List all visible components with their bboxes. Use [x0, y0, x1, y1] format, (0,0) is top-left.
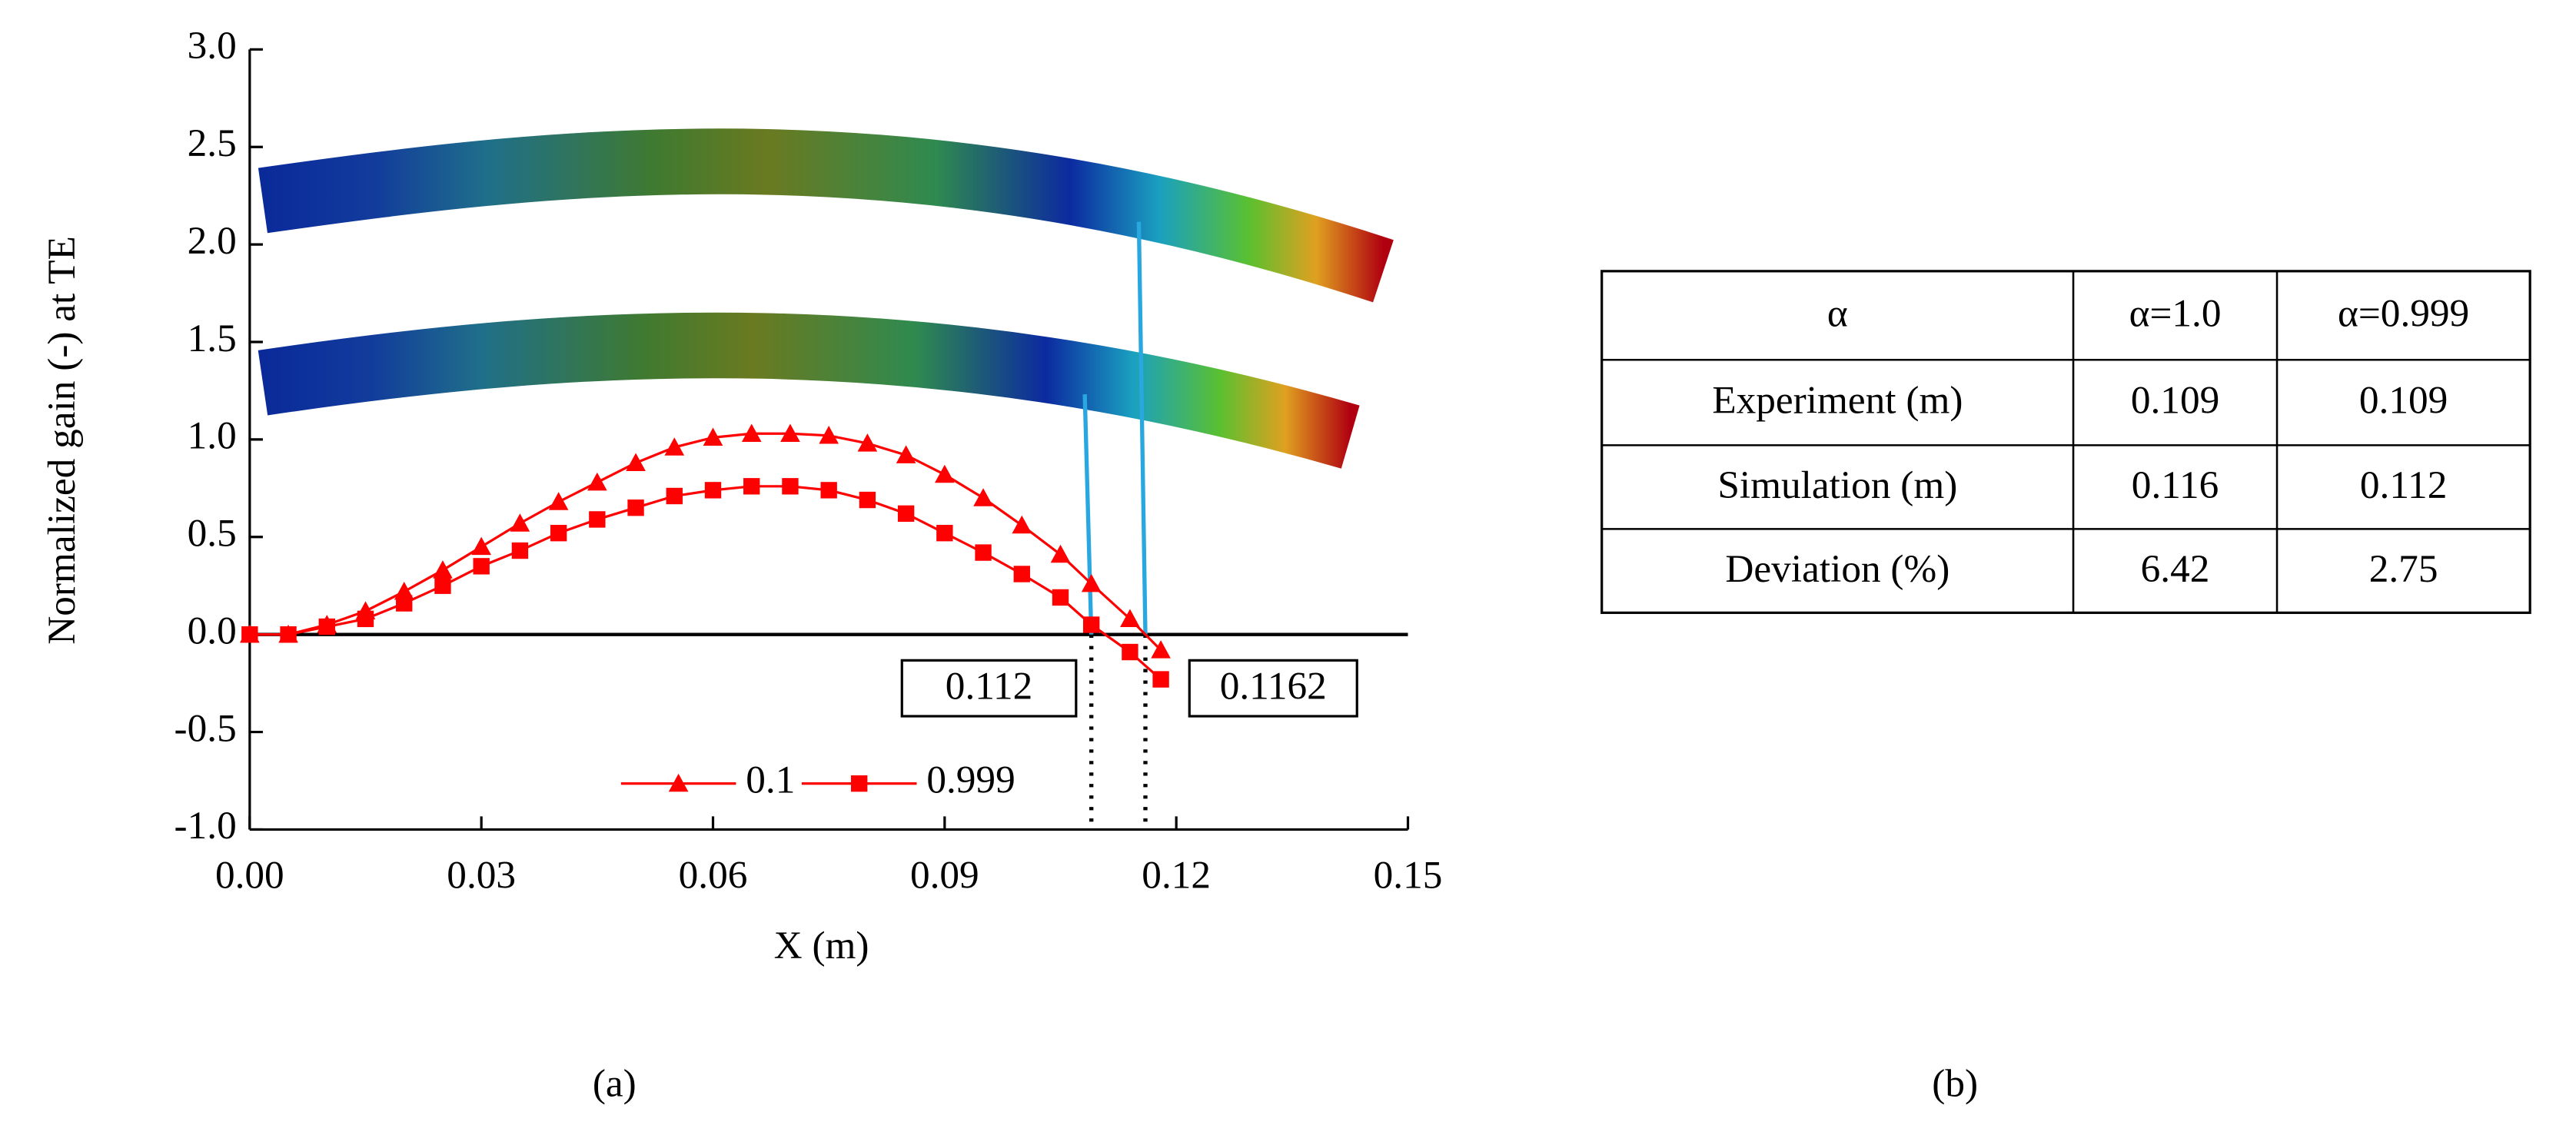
marker [820, 482, 837, 499]
marker [668, 773, 689, 792]
table-cell: Deviation (%) [1725, 547, 1949, 591]
marker [973, 488, 993, 506]
x-tick-label: 0.03 [447, 853, 516, 897]
annotation: 0.1162 [1220, 665, 1327, 709]
marker [1120, 609, 1140, 628]
y-tick-label: 0.5 [188, 512, 237, 556]
beam-connector [1136, 221, 1148, 635]
marker [1083, 616, 1100, 633]
marker [935, 464, 955, 483]
y-tick-label: -1.0 [175, 804, 237, 848]
marker [857, 433, 878, 452]
y-tick-label: 3.0 [188, 24, 237, 68]
marker [780, 423, 800, 442]
annotation-box [1188, 659, 1358, 718]
marker [1012, 515, 1032, 534]
x-tick-label: 0.12 [1142, 853, 1211, 897]
marker [471, 536, 491, 556]
annotation: 0.112 [946, 665, 1032, 709]
marker [318, 618, 335, 636]
x-tick-label: 0.06 [679, 853, 748, 897]
table-cell: 0.109 [2131, 379, 2219, 423]
series-line [249, 485, 1162, 681]
y-tick-label: 2.5 [188, 121, 237, 165]
x-tick-label: 0.00 [215, 853, 284, 897]
marker [1152, 671, 1169, 688]
marker [936, 525, 953, 542]
table-cell: 2.75 [2369, 547, 2438, 591]
marker [1013, 566, 1030, 582]
panel-label: (b) [1932, 1062, 1978, 1106]
marker [743, 478, 760, 495]
marker [703, 427, 723, 446]
marker [280, 626, 297, 643]
table-header: α=0.999 [2338, 291, 2469, 335]
x-axis-label: X (m) [774, 924, 869, 967]
marker [897, 505, 915, 523]
marker [626, 453, 646, 472]
marker [819, 425, 839, 444]
table-cell: 0.112 [2360, 463, 2447, 507]
marker [1052, 589, 1069, 606]
table-cell: 0.109 [2359, 379, 2448, 423]
marker [1081, 573, 1102, 592]
marker [1050, 544, 1071, 563]
table-header: α=1.0 [2129, 291, 2222, 335]
legend-label: 0.1 [746, 758, 795, 802]
y-tick-label: 2.0 [188, 219, 237, 263]
fe-beam [258, 128, 1394, 303]
marker [851, 775, 868, 792]
marker [434, 577, 451, 594]
x-tick-label: 0.09 [910, 853, 979, 897]
marker [859, 491, 876, 509]
fe-beam [258, 312, 1360, 469]
marker [664, 437, 685, 456]
marker [627, 499, 644, 516]
y-tick-label: 1.5 [188, 317, 237, 360]
annotation-box [900, 659, 1078, 718]
marker [241, 626, 258, 643]
marker [587, 472, 607, 491]
marker [782, 478, 799, 495]
marker [357, 610, 374, 628]
beam-connector [1082, 394, 1094, 635]
series-line [249, 432, 1162, 652]
table-cell: Simulation (m) [1717, 463, 1957, 507]
marker [396, 595, 413, 612]
y-tick-label: 1.0 [188, 414, 237, 458]
table-cell: 6.42 [2141, 547, 2210, 591]
marker [975, 544, 992, 561]
marker [1122, 643, 1138, 661]
y-tick-label: 0.0 [188, 609, 237, 652]
marker [741, 423, 762, 442]
marker [550, 525, 567, 542]
y-axis-label: Normalized gain (-) at TE [40, 236, 84, 645]
table-cell: 0.116 [2132, 463, 2219, 507]
marker [511, 542, 529, 559]
table-cell: Experiment (m) [1712, 379, 1963, 423]
panel-label: (a) [593, 1062, 637, 1106]
marker [704, 482, 722, 499]
marker [473, 558, 490, 575]
marker [510, 513, 530, 532]
y-tick-label: -0.5 [175, 706, 237, 750]
marker [433, 560, 453, 579]
marker [1151, 640, 1171, 659]
marker [548, 492, 569, 510]
table-header: α [1827, 291, 1848, 335]
marker [666, 487, 683, 505]
legend-label: 0.999 [926, 758, 1015, 802]
marker [896, 445, 916, 463]
x-tick-label: 0.15 [1374, 853, 1443, 897]
marker [589, 511, 606, 528]
table-border [1600, 270, 2531, 614]
